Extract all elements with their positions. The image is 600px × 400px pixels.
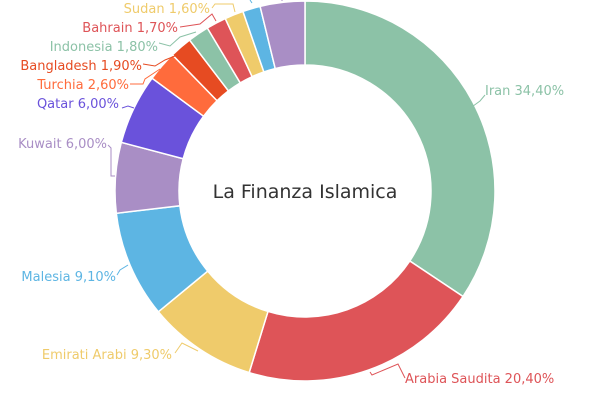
segment-label: Iran 34,40% xyxy=(485,84,564,99)
leader-lines xyxy=(107,0,486,379)
segment-label: Indonesia 1,80% xyxy=(50,40,158,55)
segment-label: Kuwait 6,00% xyxy=(18,137,107,152)
leader-line xyxy=(107,144,115,177)
leader-line xyxy=(468,94,486,110)
segment-label: Bangladesh 1,90% xyxy=(20,59,142,74)
donut-segment[interactable] xyxy=(259,0,306,70)
leader-line xyxy=(179,13,217,28)
chart-title: La Finanza Islamica xyxy=(213,181,398,203)
leader-line xyxy=(121,105,135,109)
segment-label: Emirati Arabi 9,30% xyxy=(42,348,172,363)
donut-segments xyxy=(114,0,496,382)
leader-line xyxy=(249,0,253,4)
segment-label: Malesia 9,10% xyxy=(21,270,116,285)
segment-label: Sudan 1,60% xyxy=(124,2,210,17)
leader-line xyxy=(174,342,199,354)
segment-label: Bahrain 1,70% xyxy=(82,21,178,36)
leader-line xyxy=(369,363,406,379)
leader-line xyxy=(142,53,181,67)
leader-line xyxy=(130,68,161,85)
segment-label: Qatar 6,00% xyxy=(37,97,119,112)
leader-line xyxy=(158,31,197,47)
donut-segment[interactable] xyxy=(248,259,465,382)
segment-label: Turchia 2,60% xyxy=(36,78,129,93)
donut-segment[interactable] xyxy=(304,0,496,298)
segment-labels: Iran 34,40% Arabia Saudita 20,40% Emirati … xyxy=(18,2,564,387)
segment-label: Arabia Saudita 20,40% xyxy=(405,372,554,387)
leader-line xyxy=(211,3,236,13)
leader-line xyxy=(116,264,129,276)
